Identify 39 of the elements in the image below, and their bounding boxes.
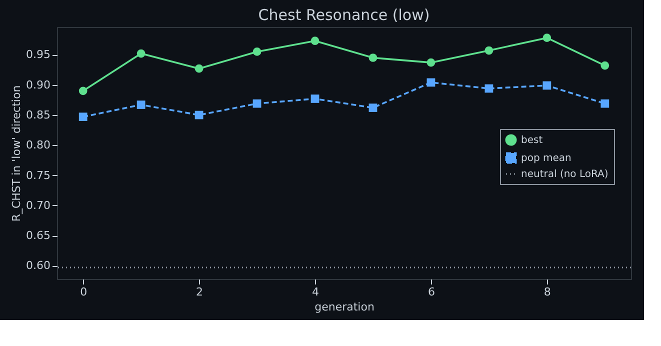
point <box>368 104 378 112</box>
point <box>310 36 320 46</box>
point <box>136 100 146 109</box>
point <box>426 58 436 67</box>
chart-title: Chest Resonance (low) <box>258 6 430 24</box>
y-tick-label: 0.75 <box>26 168 50 182</box>
point <box>484 84 494 93</box>
y-tick-label: 0.90 <box>26 78 50 92</box>
point <box>484 46 494 55</box>
point <box>310 94 320 103</box>
point <box>194 64 204 73</box>
y-tick-label: 0.70 <box>26 198 50 212</box>
y-tick-label: 0.60 <box>26 259 50 272</box>
x-tick-label: 6 <box>428 286 435 298</box>
y-tick-label: 0.85 <box>26 108 50 122</box>
point <box>252 99 262 108</box>
x-tick-label: 2 <box>196 286 204 298</box>
point <box>542 34 552 42</box>
point <box>542 81 552 90</box>
point <box>136 49 146 58</box>
point <box>78 112 88 122</box>
point <box>368 54 378 62</box>
x-tick-label: 0 <box>80 286 88 298</box>
y-axis-title: R_CHST in 'low' direction <box>10 85 24 222</box>
x-axis-title: generation <box>314 300 374 314</box>
y-tick-label: 0.95 <box>26 48 50 62</box>
x-tick-label: 8 <box>544 286 551 298</box>
point <box>600 99 610 108</box>
point <box>600 61 610 70</box>
x-tick-label: 4 <box>312 286 320 298</box>
point <box>426 78 436 87</box>
point <box>194 110 204 120</box>
point <box>78 86 88 96</box>
point <box>252 48 262 56</box>
y-tick-label: 0.80 <box>26 138 50 152</box>
legend-label: neutral (no LoRA) <box>521 169 608 180</box>
y-tick-label: 0.65 <box>26 229 50 242</box>
legend-label: best <box>521 135 543 146</box>
legend-label: pop mean <box>521 153 572 164</box>
